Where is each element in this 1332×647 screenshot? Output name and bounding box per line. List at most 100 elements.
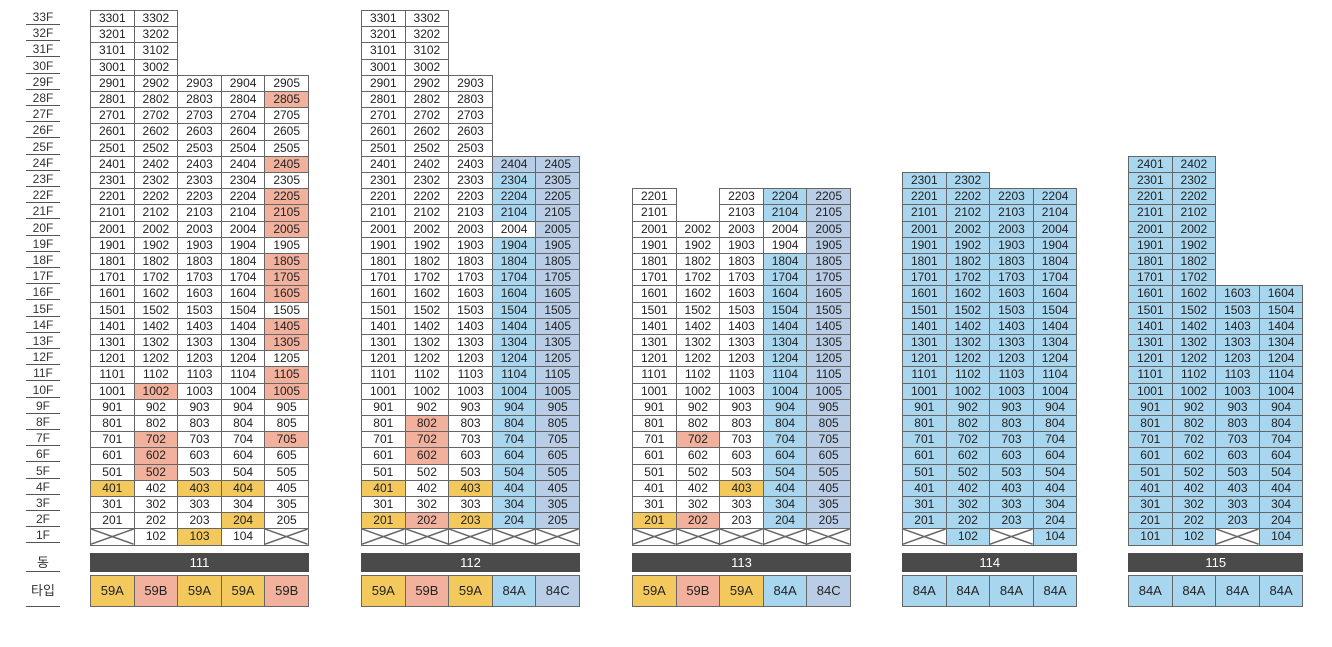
unit-cell: 2204 <box>762 188 808 206</box>
floor-label: 33F <box>26 10 60 25</box>
unit-cell: 3201 <box>90 26 135 44</box>
unit-cell: 2303 <box>177 172 222 190</box>
unit-cell: 2702 <box>404 107 450 125</box>
unit-type-cell: 84C <box>806 574 851 607</box>
unit-cell: 1301 <box>902 334 947 352</box>
unit-cell: 1703 <box>719 269 764 287</box>
unit-cell: 704 <box>1032 431 1078 449</box>
unit-cell: 1803 <box>989 253 1034 271</box>
unavailable-unit <box>989 528 1034 546</box>
unit-cell: 2903 <box>177 74 222 92</box>
unit-cell: 1902 <box>404 236 450 254</box>
unit-cell: 2801 <box>361 91 406 109</box>
unit-cell: 404 <box>1258 479 1304 497</box>
unit-cell: 302 <box>1171 496 1217 514</box>
unit-cell: 1901 <box>1128 236 1173 254</box>
unit-type-cell: 59B <box>404 574 450 607</box>
unit-cell: 1702 <box>404 269 450 287</box>
unit-cell: 1305 <box>535 334 580 352</box>
unit-cell: 1501 <box>90 301 135 319</box>
unit-cell: 1403 <box>177 317 222 335</box>
unit-cell: 902 <box>945 398 991 416</box>
unit-cell: 604 <box>491 447 537 465</box>
unit-cell: 604 <box>1032 447 1078 465</box>
unit-cell: 1302 <box>133 334 179 352</box>
unit-cell: 804 <box>491 415 537 433</box>
unit-cell: 1501 <box>902 301 947 319</box>
unit-cell: 803 <box>1215 415 1260 433</box>
unit-cell: 1505 <box>535 301 580 319</box>
unit-cell: 1802 <box>133 253 179 271</box>
unit-cell: 1703 <box>177 269 222 287</box>
unit-cell: 205 <box>535 512 580 530</box>
unit-cell: 2304 <box>491 172 537 190</box>
unit-cell: 1903 <box>989 236 1034 254</box>
unit-cell: 2101 <box>90 204 135 222</box>
unit-cell: 1104 <box>220 366 266 384</box>
unit-cell: 504 <box>762 463 808 481</box>
unit-cell: 1205 <box>264 350 309 368</box>
unit-cell: 2002 <box>675 220 721 238</box>
unit-cell: 1802 <box>404 253 450 271</box>
unit-cell: 905 <box>264 398 309 416</box>
unit-cell: 802 <box>1171 415 1217 433</box>
unit-cell: 901 <box>632 398 677 416</box>
unit-cell: 2102 <box>945 204 991 222</box>
unit-cell: 1704 <box>220 269 266 287</box>
unit-cell: 205 <box>264 512 309 530</box>
unit-cell: 505 <box>806 463 851 481</box>
unit-cell: 905 <box>806 398 851 416</box>
unit-cell: 601 <box>90 447 135 465</box>
unit-cell: 1001 <box>632 382 677 400</box>
unit-cell: 1202 <box>133 350 179 368</box>
unit-cell: 904 <box>1032 398 1078 416</box>
unit-cell: 1304 <box>762 334 808 352</box>
unit-cell: 1205 <box>535 350 580 368</box>
floor-label: 9F <box>26 399 60 414</box>
unit-cell: 1104 <box>1258 366 1304 384</box>
unavailable-unit <box>902 528 947 546</box>
floor-label: 23F <box>26 172 60 187</box>
unit-cell: 203 <box>719 512 764 530</box>
unit-cell: 1401 <box>1128 317 1173 335</box>
unit-cell: 303 <box>177 496 222 514</box>
unit-cell: 2305 <box>264 172 309 190</box>
unit-cell: 1304 <box>1032 334 1078 352</box>
unit-cell: 104 <box>220 528 266 546</box>
unit-cell: 1903 <box>719 236 764 254</box>
building-name-bar: 112 <box>361 552 580 572</box>
unit-cell: 1803 <box>448 253 493 271</box>
unavailable-unit <box>719 528 764 546</box>
unit-cell: 1002 <box>945 382 991 400</box>
unit-cell: 3102 <box>133 42 179 60</box>
unit-cell: 303 <box>989 496 1034 514</box>
unit-cell: 1001 <box>361 382 406 400</box>
unit-cell: 705 <box>264 431 309 449</box>
unit-cell: 2601 <box>90 123 135 141</box>
unit-cell: 403 <box>1215 479 1260 497</box>
unit-cell: 1102 <box>133 366 179 384</box>
unit-cell: 3202 <box>133 26 179 44</box>
unit-cell: 501 <box>361 463 406 481</box>
unit-cell: 1505 <box>806 301 851 319</box>
unit-cell: 305 <box>535 496 580 514</box>
unit-type-cell: 84A <box>902 574 947 607</box>
floor-label: 22F <box>26 188 60 204</box>
unit-cell: 702 <box>1171 431 1217 449</box>
unit-cell: 2804 <box>220 91 266 109</box>
unit-cell: 704 <box>491 431 537 449</box>
floor-label: 20F <box>26 221 60 236</box>
unit-cell: 702 <box>404 431 450 449</box>
unit-cell: 1604 <box>1032 285 1078 303</box>
unit-cell: 504 <box>491 463 537 481</box>
unit-cell: 2901 <box>361 74 406 92</box>
unit-cell: 2002 <box>404 220 450 238</box>
unit-cell: 1004 <box>762 382 808 400</box>
unit-cell: 1805 <box>535 253 580 271</box>
unit-cell: 1901 <box>90 236 135 254</box>
unit-cell: 601 <box>1128 447 1173 465</box>
unit-cell: 1402 <box>404 317 450 335</box>
unit-cell: 1303 <box>448 334 493 352</box>
unit-cell: 501 <box>632 463 677 481</box>
unit-cell: 1804 <box>1032 253 1078 271</box>
